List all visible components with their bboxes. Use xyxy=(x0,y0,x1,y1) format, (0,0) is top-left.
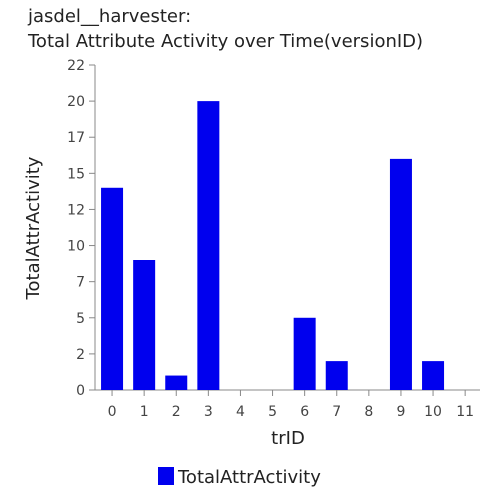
x-tick-label: 10 xyxy=(424,404,442,420)
x-tick-label: 5 xyxy=(268,404,277,420)
y-tick-label: 12 xyxy=(67,202,85,218)
x-tick-label: 4 xyxy=(236,404,245,420)
y-tick-label: 10 xyxy=(67,239,85,255)
bar xyxy=(133,260,156,390)
legend-label: TotalAttrActivity xyxy=(177,467,321,488)
y-axis-label: TotalAttrActivity xyxy=(23,156,44,300)
y-tick-label: 22 xyxy=(67,58,85,74)
chart-title-line-1: jasdel__harvester: xyxy=(28,6,192,27)
bar xyxy=(293,317,316,390)
y-tick-label: 15 xyxy=(67,166,85,182)
x-tick-label: 2 xyxy=(172,404,181,420)
y-tick-label: 20 xyxy=(67,94,85,110)
y-tick-label: 5 xyxy=(76,311,85,327)
y-tick-label: 0 xyxy=(76,383,85,399)
bar xyxy=(422,361,445,390)
x-tick-label: 3 xyxy=(204,404,213,420)
x-tick-label: 11 xyxy=(456,404,474,420)
x-tick-label: 7 xyxy=(332,404,341,420)
x-axis-label: trID xyxy=(271,428,305,449)
x-tick-label: 9 xyxy=(396,404,405,420)
y-tick-label: 7 xyxy=(76,275,85,291)
x-tick-label: 8 xyxy=(364,404,373,420)
y-tick-label: 2 xyxy=(76,347,85,363)
bar xyxy=(165,375,188,390)
y-tick-label: 17 xyxy=(67,130,85,146)
x-tick-label: 0 xyxy=(108,404,117,420)
bar xyxy=(101,187,124,390)
chart-title-line-2: Total Attribute Activity over Time(versi… xyxy=(28,31,424,52)
x-tick-label: 6 xyxy=(300,404,309,420)
bar xyxy=(197,101,220,390)
x-tick-label: 1 xyxy=(140,404,149,420)
bar xyxy=(389,158,412,390)
bar xyxy=(325,361,348,390)
legend-swatch xyxy=(158,467,174,485)
